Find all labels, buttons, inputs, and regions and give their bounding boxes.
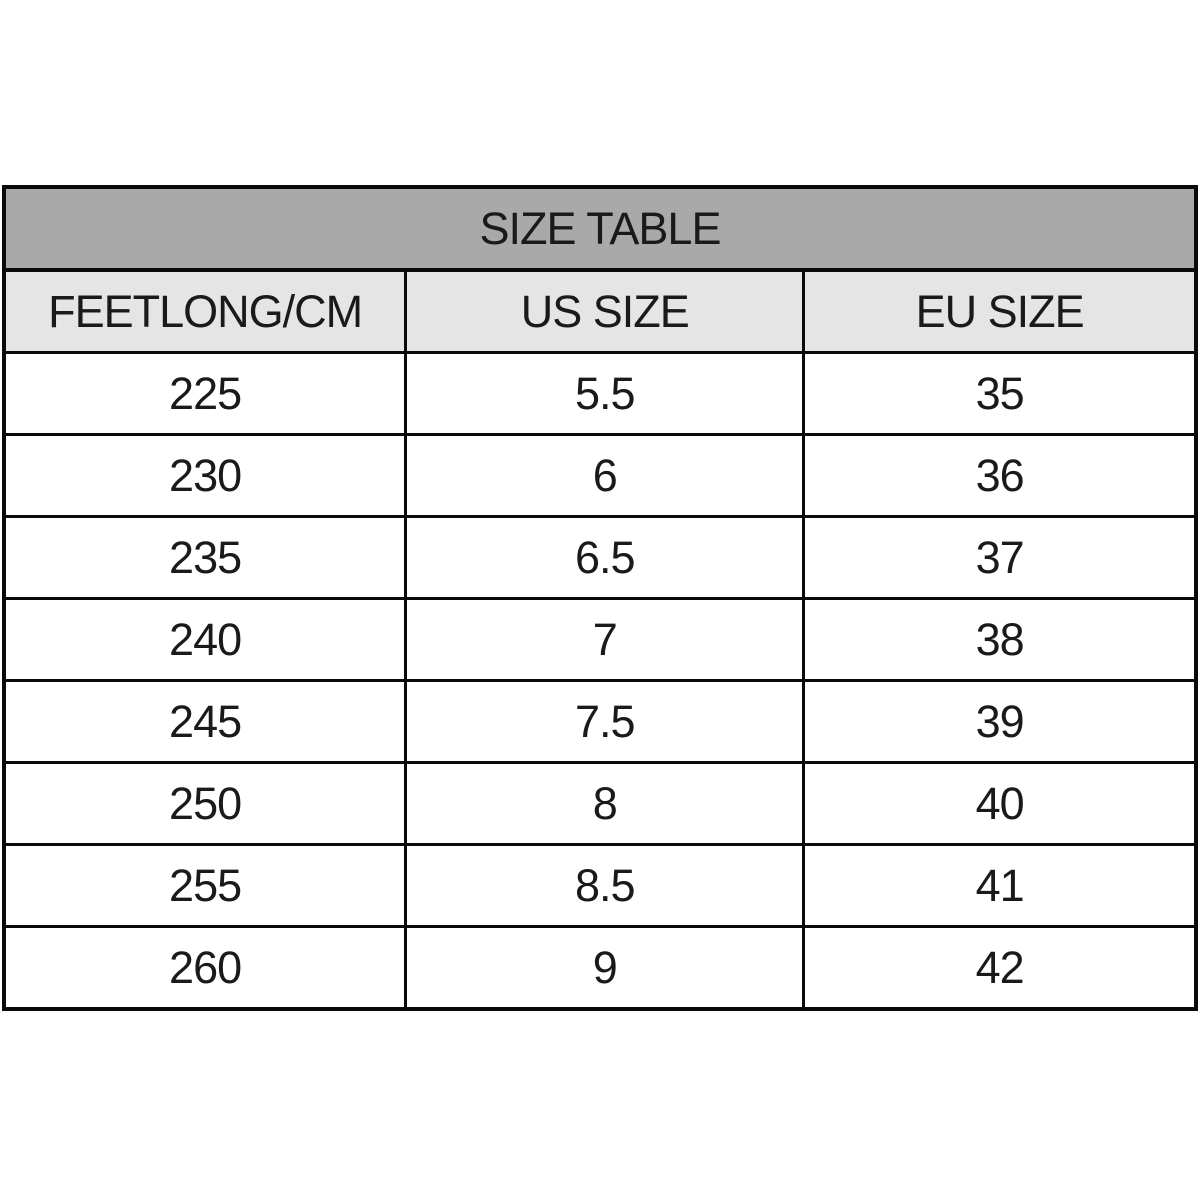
table-cell-us-size: 8 xyxy=(404,761,806,846)
table-cell-eu-size: 42 xyxy=(802,925,1199,1011)
table-cell-eu-size: 40 xyxy=(802,761,1199,846)
column-header-eu-size: EU SIZE xyxy=(802,268,1199,354)
column-header-feetlong-cm: FEETLONG/CM xyxy=(2,268,408,354)
title-row: SIZE TABLE xyxy=(2,185,1198,272)
column-header-us-size: US SIZE xyxy=(404,268,806,354)
table-cell-eu-size: 38 xyxy=(802,597,1199,682)
table-cell-us-size: 7 xyxy=(404,597,806,682)
table-cell-us-size: 5.5 xyxy=(404,351,806,436)
table-cell-us-size: 6.5 xyxy=(404,515,806,600)
table-row: 250 8 40 xyxy=(2,761,1199,846)
table-cell-feetlong: 260 xyxy=(2,925,408,1011)
table-cell-us-size: 7.5 xyxy=(404,679,806,764)
table-row: 255 8.5 41 xyxy=(2,843,1199,928)
table-cell-feetlong: 250 xyxy=(2,761,408,846)
table-cell-eu-size: 39 xyxy=(802,679,1199,764)
table-cell-us-size: 8.5 xyxy=(404,843,806,928)
table-cell-feetlong: 245 xyxy=(2,679,408,764)
table-cell-feetlong: 235 xyxy=(2,515,408,600)
header-row: FEETLONG/CM US SIZE EU SIZE xyxy=(2,268,1199,354)
table-cell-feetlong: 255 xyxy=(2,843,408,928)
table-row: 245 7.5 39 xyxy=(2,679,1199,764)
table-row: 235 6.5 37 xyxy=(2,515,1199,600)
table-cell-us-size: 6 xyxy=(404,433,806,518)
table-cell-feetlong: 240 xyxy=(2,597,408,682)
table-cell-eu-size: 37 xyxy=(802,515,1199,600)
table-title: SIZE TABLE xyxy=(2,185,1198,272)
size-table: SIZE TABLE FEETLONG/CM US SIZE EU SIZE 2… xyxy=(2,185,1199,1011)
table-row: 230 6 36 xyxy=(2,433,1199,518)
table-cell-eu-size: 36 xyxy=(802,433,1199,518)
table-row: 260 9 42 xyxy=(2,925,1199,1011)
table-cell-eu-size: 41 xyxy=(802,843,1199,928)
table-row: 240 7 38 xyxy=(2,597,1199,682)
size-table-body: 225 5.5 35 230 6 36 235 6.5 37 240 7 38 … xyxy=(2,351,1199,1011)
table-cell-feetlong: 225 xyxy=(2,351,408,436)
table-cell-feetlong: 230 xyxy=(2,433,408,518)
size-table-container: SIZE TABLE FEETLONG/CM US SIZE EU SIZE 2… xyxy=(2,185,1199,1011)
table-cell-us-size: 9 xyxy=(404,925,806,1011)
table-row: 225 5.5 35 xyxy=(2,351,1199,436)
table-cell-eu-size: 35 xyxy=(802,351,1199,436)
